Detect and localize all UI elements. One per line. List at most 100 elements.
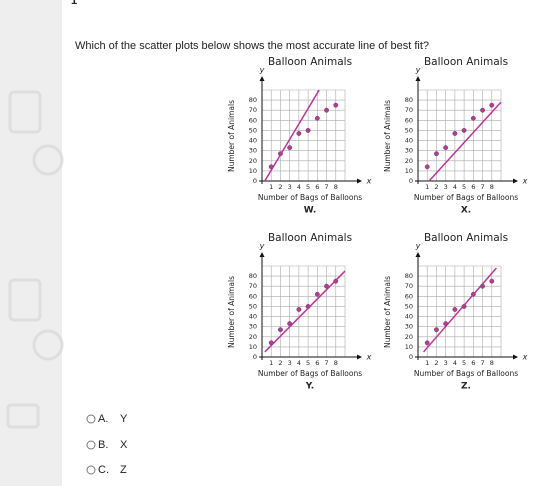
x-tick-label: 5 (462, 183, 466, 191)
option[interactable]: A. Y (86, 413, 128, 425)
question-text: Which of the scatter plots below shows t… (75, 40, 429, 52)
point (296, 131, 302, 136)
radio[interactable] (86, 414, 96, 424)
x-axis-letter: x (366, 177, 372, 186)
radio[interactable] (86, 440, 96, 450)
x-tick-label: 7 (480, 183, 484, 191)
fit-line (422, 267, 497, 353)
caption: Z. (461, 382, 471, 392)
y-tick-label: 40 (405, 137, 413, 145)
option-text: Y (120, 413, 128, 425)
y-tick-label: 50 (405, 126, 413, 134)
x-arrow (513, 178, 518, 184)
y-tick-label: 10 (405, 167, 413, 175)
sidebar-icons (6, 90, 64, 429)
x-tick-label: 2 (434, 183, 438, 191)
x-axis-letter: x (366, 353, 372, 362)
x-tick-label: 1 (269, 359, 273, 367)
y-tick-label: 0 (253, 353, 257, 361)
option-letter: A. (98, 413, 108, 425)
option-text: X (120, 439, 128, 451)
option-text: Z (120, 464, 127, 476)
y-arrow (259, 76, 265, 81)
x-tick-label: 4 (297, 183, 301, 191)
y-tick-label: 30 (249, 323, 257, 331)
x-arrow (357, 178, 362, 184)
x-tick-label: 1 (269, 183, 273, 191)
x-tick-label: 6 (471, 183, 475, 191)
x-tick-label: 7 (480, 359, 484, 367)
x-tick-label: 2 (434, 359, 438, 367)
y-tick-label: 60 (249, 116, 257, 124)
x-tick-label: 5 (306, 359, 310, 367)
y-tick-label: 0 (409, 177, 413, 185)
option-letter: C. (98, 464, 109, 476)
y-tick-label: 50 (249, 126, 257, 134)
x-tick-label: 5 (306, 183, 310, 191)
point (480, 283, 486, 289)
fit-line (264, 89, 320, 182)
point (461, 303, 467, 309)
point (424, 340, 430, 346)
y-axis-label: Number of Animals (383, 276, 392, 348)
x-tick-label: 6 (471, 359, 475, 367)
y-tick-label: 40 (249, 137, 257, 145)
y-arrow (259, 252, 265, 257)
y-tick-label: 10 (405, 343, 413, 351)
radio[interactable] (86, 465, 96, 475)
y-tick-label: 10 (249, 167, 257, 175)
x-tick-label: 4 (297, 359, 301, 367)
x-tick-label: 1 (425, 183, 429, 191)
y-tick-label: 10 (249, 343, 257, 351)
y-tick-label: 20 (249, 333, 257, 341)
option-letter: B. (98, 439, 108, 451)
point (277, 327, 283, 333)
x-tick-label: 8 (490, 183, 494, 191)
point (287, 145, 293, 151)
point (470, 291, 476, 297)
point (480, 107, 486, 113)
y-tick-label: 70 (405, 282, 413, 290)
option[interactable]: C. Z (86, 464, 127, 476)
y-axis-letter: y (259, 242, 265, 251)
fit-line (264, 270, 346, 353)
x-axis-label: Number of Bags of Balloons (414, 193, 518, 202)
x-axis-letter: x (522, 353, 528, 362)
point (470, 115, 476, 121)
point (333, 278, 339, 284)
point (268, 340, 274, 346)
chart-title: Balloon Animals (268, 56, 352, 68)
point (287, 321, 293, 327)
point (314, 115, 320, 121)
y-tick-label: 0 (409, 353, 413, 361)
point (443, 145, 449, 151)
x-tick-label: 2 (278, 359, 282, 367)
x-tick-label: 8 (334, 183, 338, 191)
point (324, 107, 330, 113)
point (305, 127, 311, 133)
y-tick-label: 70 (249, 282, 257, 290)
x-tick-label: 3 (288, 359, 292, 367)
y-axis-label: Number of Animals (227, 100, 236, 172)
y-tick-label: 50 (249, 302, 257, 310)
x-axis-label: Number of Bags of Balloons (258, 193, 362, 202)
x-arrow (357, 354, 362, 360)
y-axis-letter: y (415, 66, 421, 75)
y-tick-label: 40 (405, 313, 413, 321)
option[interactable]: B. X (86, 439, 128, 451)
y-tick-label: 80 (405, 96, 413, 104)
caption: Y. (305, 382, 314, 392)
question-number: 1 (71, 0, 77, 7)
fit-line (428, 101, 502, 182)
y-axis-label: Number of Animals (383, 100, 392, 172)
y-tick-label: 30 (405, 147, 413, 155)
y-tick-label: 0 (253, 177, 257, 185)
y-tick-label: 80 (249, 272, 257, 280)
point (443, 321, 449, 327)
y-arrow (415, 252, 421, 257)
y-tick-label: 60 (249, 292, 257, 300)
y-tick-label: 80 (249, 96, 257, 104)
point (305, 303, 311, 309)
point (489, 278, 495, 284)
